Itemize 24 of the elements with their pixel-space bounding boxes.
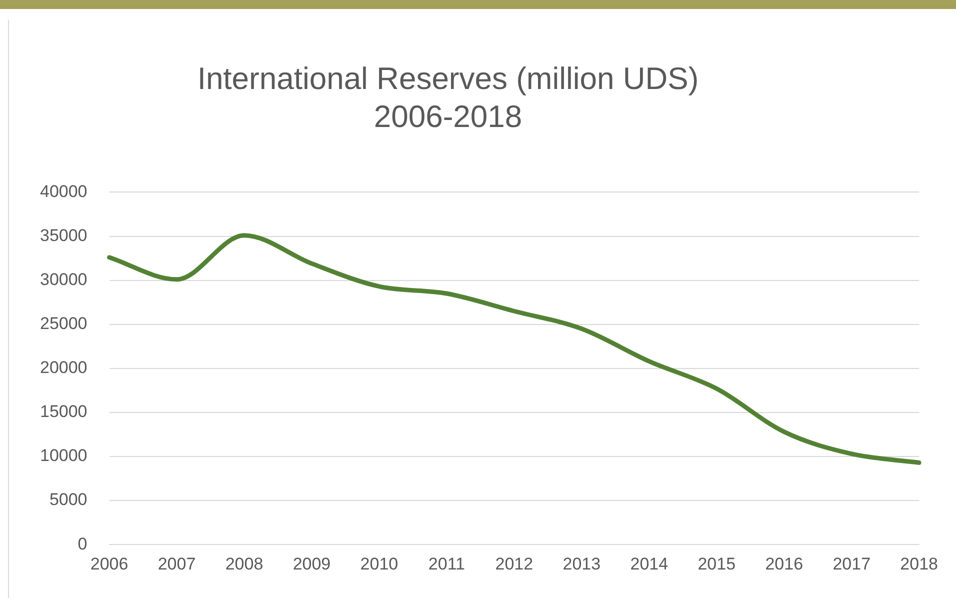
- y-tick-label: 30000: [40, 270, 88, 289]
- y-tick-label: 20000: [40, 358, 88, 378]
- x-tick-label: 2014: [630, 554, 668, 574]
- x-tick-label: 2018: [900, 554, 938, 574]
- y-tick-label: 10000: [40, 446, 88, 466]
- x-tick-label: 2017: [832, 554, 871, 574]
- x-tick-label: 2007: [158, 554, 196, 574]
- y-tick-label: 5000: [49, 490, 88, 510]
- x-tick-label: 2008: [225, 554, 264, 574]
- y-tick-label: 35000: [40, 226, 88, 245]
- y-tick-label: 40000: [40, 182, 88, 201]
- chart-title: International Reserves (million UDS) 2006-2018: [197, 61, 699, 134]
- line-series: [107, 233, 922, 465]
- x-tick-label: 2015: [698, 554, 736, 574]
- y-tick-label: 0: [78, 534, 88, 554]
- x-tick-label: 2009: [292, 554, 331, 574]
- y-tick-label: 15000: [40, 402, 88, 422]
- x-tick-label: 2006: [90, 554, 128, 574]
- x-tick-label: 2016: [765, 554, 804, 574]
- y-tick-label: 25000: [40, 314, 88, 334]
- x-tick-label: 2012: [495, 554, 534, 574]
- x-tick-label: 2011: [428, 554, 465, 574]
- x-tick-label: 2013: [562, 554, 601, 574]
- x-tick-label: 2010: [360, 554, 398, 574]
